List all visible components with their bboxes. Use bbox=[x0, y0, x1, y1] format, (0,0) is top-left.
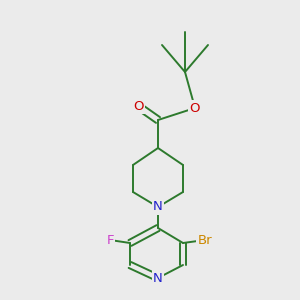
Text: O: O bbox=[190, 101, 200, 115]
Text: N: N bbox=[153, 272, 163, 284]
Text: N: N bbox=[153, 200, 163, 214]
Text: O: O bbox=[133, 100, 143, 112]
Text: F: F bbox=[106, 233, 114, 247]
Text: Br: Br bbox=[198, 233, 212, 247]
